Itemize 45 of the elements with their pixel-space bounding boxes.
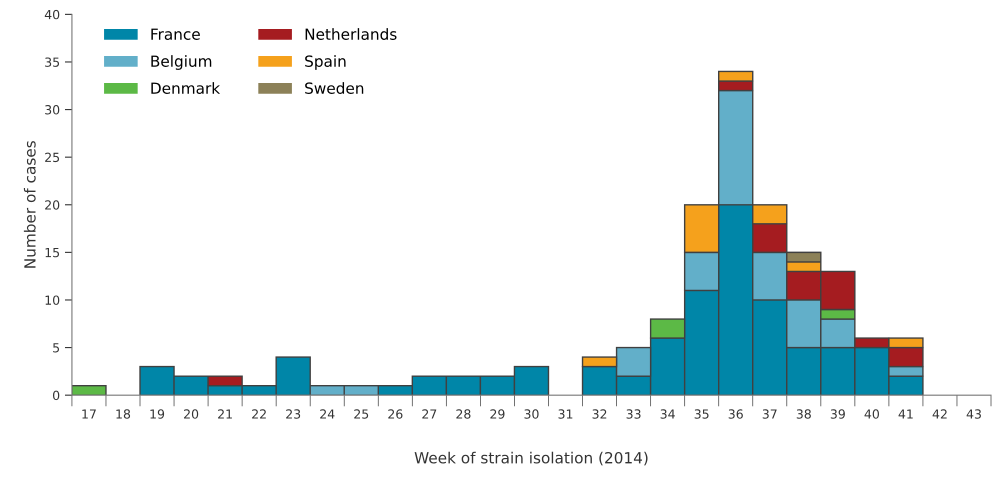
x-tick-label: 22 (252, 409, 266, 419)
x-tick-label: 29 (490, 409, 504, 419)
x-tick-label: 25 (354, 409, 368, 419)
x-tick-label: 42 (932, 409, 947, 419)
x-tick-label: 41 (898, 409, 913, 419)
x-tick-label: 34 (660, 409, 675, 419)
x-tick-label: 31 (558, 409, 572, 419)
x-tick-label: 27 (422, 409, 436, 419)
x-tick-label: 40 (864, 409, 879, 419)
x-tick-label: 24 (320, 409, 334, 419)
x-tick-label: 35 (694, 409, 709, 419)
x-tick-label: 26 (388, 409, 402, 419)
legend-label: Sweden (305, 82, 364, 94)
y-tick-label: 15 (46, 248, 60, 258)
legend-label: Denmark (151, 82, 220, 94)
x-tick-label: 21 (218, 409, 232, 419)
y-tick-label: 30 (45, 105, 60, 114)
x-tick-label: 17 (82, 409, 96, 419)
x-tick-label: 36 (728, 409, 743, 419)
y-tick-label: 20 (45, 200, 60, 210)
x-axis-title: Week of strain isolation (2014) (414, 452, 648, 466)
legend-label: Spain (305, 55, 346, 70)
legend-label: Belgium (151, 55, 212, 70)
bar (72, 384, 107, 396)
x-tick-label: 32 (592, 409, 606, 419)
x-tick-label: 19 (150, 409, 164, 419)
y-tick-label: 25 (45, 152, 60, 162)
x-tick-label: 20 (184, 409, 198, 419)
legend-label: Netherlands (306, 28, 397, 40)
x-tick-label: 30 (524, 409, 539, 419)
y-tick-label: 10 (46, 295, 60, 305)
x-tick-label: 18 (116, 409, 130, 419)
x-tick-label: 23 (286, 409, 300, 419)
y-tick-label: 40 (44, 10, 60, 20)
x-tick-label: 39 (830, 409, 845, 419)
x-tick-label: 28 (456, 409, 470, 419)
y-axis-title: Number of cases (24, 141, 36, 268)
x-tick-label: 38 (796, 409, 811, 419)
y-tick-label: 0 (52, 390, 60, 400)
x-tick-label: 33 (626, 409, 641, 419)
x-tick-label: 37 (762, 409, 777, 419)
legend-label: France (151, 28, 200, 40)
x-tick-label: 43 (966, 409, 981, 419)
y-tick-label: 35 (45, 57, 60, 67)
y-tick-label: 5 (53, 343, 60, 352)
